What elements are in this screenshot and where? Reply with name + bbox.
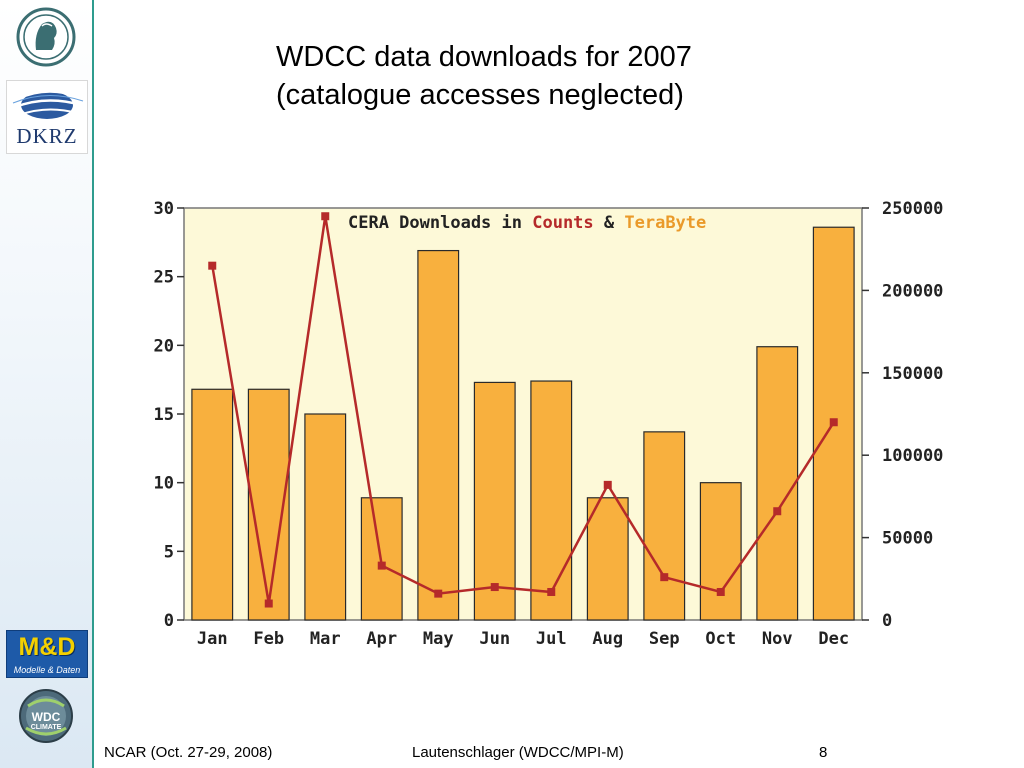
line-point-dec (829, 418, 838, 427)
right-axis-tick-label: 200000 (882, 281, 943, 301)
sidebar: DKRZ M&D Modelle & Daten WDC CLIMATE (0, 0, 94, 768)
x-axis-tick-label: Aug (592, 629, 623, 649)
line-point-feb (264, 599, 273, 608)
terabyte-line (211, 216, 835, 604)
chart-title-part: TeraByte (624, 213, 706, 233)
line-point-jul (547, 587, 556, 596)
bar-sep (643, 431, 686, 621)
x-axis-tick-label: Apr (366, 629, 397, 649)
chart-title: CERA Downloads in Counts & TeraByte (348, 213, 706, 233)
chart-title-part: Counts (532, 213, 593, 233)
chart-title-part: CERA Downloads in (348, 213, 532, 233)
bar-may (417, 249, 460, 621)
bar-aug (586, 497, 629, 621)
right-axis-tick-label: 0 (882, 611, 892, 631)
left-axis-tick-label: 10 (154, 474, 174, 494)
line-point-apr (377, 561, 386, 570)
footer-author: Lautenschlager (WDCC/MPI-M) (412, 744, 624, 761)
dkrz-logo: DKRZ (6, 80, 88, 154)
x-axis-tick-label: Jan (197, 629, 228, 649)
md-logo-text: M&D (18, 633, 76, 661)
slide-title-line1: WDCC data downloads for 2007 (276, 41, 692, 73)
right-axis-tick-label: 50000 (882, 529, 933, 549)
bar-jul (530, 380, 573, 621)
bar-oct (699, 482, 742, 621)
x-axis-tick-label: Jul (536, 629, 567, 649)
line-point-jun (490, 583, 499, 592)
left-axis-tick-label: 30 (154, 199, 174, 219)
bar-jan (191, 388, 234, 621)
line-point-oct (716, 587, 725, 596)
slide-title: WDCC data downloads for 2007 (catalogue … (276, 38, 836, 114)
footer-page-number: 8 (819, 744, 828, 761)
left-axis-tick-label: 5 (164, 542, 174, 562)
x-axis-tick-label: Sep (649, 629, 680, 649)
line-point-may (434, 589, 443, 598)
x-axis-tick-label: Jun (479, 629, 510, 649)
slide-title-line2: (catalogue accesses neglected) (276, 79, 684, 111)
x-axis-tick-label: Oct (705, 629, 736, 649)
x-axis-tick-label: Mar (310, 629, 341, 649)
wdc-logo-text: WDC (31, 710, 61, 724)
x-axis-tick-label: Feb (253, 629, 284, 649)
chart-svg: 0 5 10 15 20 25 30 0 50000 100000 150000 200000 2500… (154, 199, 944, 649)
footer-event: NCAR (Oct. 27-29, 2008) (104, 744, 273, 761)
wdc-climate-logo: WDC CLIMATE (6, 688, 86, 744)
x-axis-tick-label: Dec (818, 629, 849, 649)
right-axis-tick-label: 250000 (882, 199, 943, 219)
left-axis-tick-label: 15 (154, 405, 174, 425)
right-axis-tick-label: 150000 (882, 364, 943, 384)
line-point-aug (603, 480, 612, 489)
dkrz-logo-text: DKRZ (16, 124, 78, 148)
left-axis-tick-label: 20 (154, 336, 174, 356)
x-axis-tick-label: May (423, 629, 454, 649)
line-point-nov (773, 507, 782, 516)
x-axis-tick-label: Nov (762, 629, 793, 649)
bar-jun (473, 381, 516, 621)
wdc-logo-subtext: CLIMATE (30, 724, 62, 731)
left-axis-tick-label: 0 (164, 611, 174, 631)
downloads-chart: 0 5 10 15 20 25 30 0 50000 100000 150000 200000 2500… (130, 190, 980, 660)
md-logo: M&D Modelle & Daten (6, 630, 88, 678)
md-logo-subtext: Modelle & Daten (13, 665, 81, 675)
left-axis-tick-label: 25 (154, 268, 174, 288)
chart-title-part: & (594, 213, 625, 233)
mpg-logo (6, 4, 86, 70)
line-point-mar (321, 212, 330, 221)
bar-mar (304, 413, 347, 621)
bar-nov (756, 346, 799, 621)
right-axis-tick-label: 100000 (882, 446, 943, 466)
line-point-sep (660, 573, 669, 582)
line-point-jan (208, 261, 217, 270)
